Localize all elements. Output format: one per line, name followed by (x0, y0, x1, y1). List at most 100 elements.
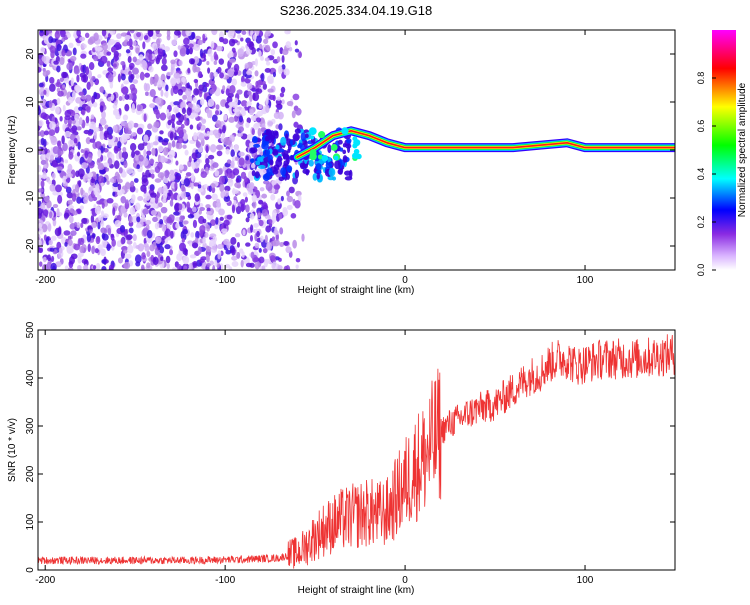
spectrogram-noise-dot (89, 138, 96, 143)
spectrogram-noise-dot (327, 144, 332, 154)
spectrogram-noise-dot (135, 261, 141, 267)
spectrogram-noise-dot (43, 195, 50, 203)
spectrogram-noise-dot (203, 184, 208, 189)
spectrogram-noise-dot (128, 62, 135, 69)
spectrogram-noise-dot (194, 66, 201, 73)
spectrogram-noise-dot (105, 167, 110, 172)
spectrogram-noise-dot (67, 96, 74, 104)
spectrogram-noise-dot (67, 235, 72, 240)
spectrogram-noise-dot (141, 264, 145, 270)
spectrogram-noise-dot (170, 77, 177, 87)
spectrogram-noise-dot (49, 184, 56, 192)
spectrogram-noise-dot (40, 180, 45, 188)
spectrogram-noise-dot (202, 218, 207, 224)
spectrogram-noise-dot (63, 212, 70, 219)
spectrogram-noise-dot (127, 120, 135, 129)
spectrogram-noise-dot (280, 195, 284, 202)
spectrogram-noise-dot (113, 63, 117, 68)
spectrogram-noise-dot (95, 262, 101, 270)
spectrogram-noise-dot (120, 195, 127, 204)
spectrogram-noise-dot (250, 115, 256, 121)
spectrogram-noise-dot (49, 76, 55, 84)
spectrogram-noise-dot (214, 170, 220, 177)
spectrogram-noise-dot (106, 198, 114, 204)
spectrogram-noise-dot (145, 219, 152, 225)
spectrogram-noise-dot (191, 206, 197, 213)
spectrogram-noise-dot (166, 192, 171, 201)
spectrogram-noise-dot (124, 103, 130, 112)
snr-ytick-label: 400 (25, 369, 36, 386)
spectrogram-noise-dot (38, 239, 42, 247)
spectrogram-noise-dot (121, 94, 126, 102)
spectrogram-noise-dot (95, 141, 102, 149)
spectrogram-noise-dot (111, 46, 117, 53)
spectrogram-noise-dot (200, 171, 208, 178)
spectrogram-noise-dot (191, 152, 198, 160)
snr-ytick-label: 0 (25, 567, 36, 573)
spectrogram-noise (38, 30, 353, 270)
spectrogram-noise-dot (159, 246, 165, 254)
spectrogram-noise-dot (198, 84, 204, 91)
spectrogram-noise-dot (143, 149, 147, 157)
spectrogram-noise-dot (133, 178, 139, 183)
spectrogram-noise-dot (229, 84, 236, 94)
spectrogram-noise-dot (140, 59, 146, 65)
spectrogram-noise-dot (233, 199, 237, 205)
spectrogram-noise-dot (259, 80, 266, 86)
spectrogram-noise-dot (258, 247, 262, 253)
spectrogram-noise-dot (41, 55, 47, 62)
spectrogram-noise-dot (258, 164, 266, 169)
spectrogram-noise-dot (178, 113, 184, 123)
spectrogram-noise-dot (279, 92, 285, 98)
spectrogram-noise-dot (299, 162, 304, 168)
spectrogram-noise-dot (119, 135, 125, 144)
ridge-blob (318, 131, 326, 139)
spectrogram-noise-dot (57, 90, 64, 97)
spectrogram-noise-dot (241, 30, 247, 35)
spectrogram-noise-dot (38, 130, 42, 137)
spectrogram-noise-dot (216, 45, 223, 52)
spectrogram-noise-dot (131, 67, 139, 75)
spectrogram-noise-dot (241, 251, 245, 258)
spectrogram-noise-dot (188, 155, 192, 163)
spectrogram-noise-dot (271, 236, 275, 241)
spectrogram-noise-dot (142, 41, 146, 50)
spectrogram-noise-dot (312, 173, 318, 181)
spectrogram-noise-dot (40, 191, 45, 199)
spectrogram-noise-dot (173, 101, 180, 106)
spectrogram-noise-dot (50, 137, 58, 146)
spectrogram-noise-dot (198, 215, 205, 225)
spectrogram-noise-dot (273, 111, 281, 120)
spectrogram-noise-dot (184, 149, 189, 156)
spectrogram-xtick-label: -200 (35, 275, 55, 286)
spectrogram-noise-dot (125, 49, 131, 54)
spectrogram-noise-dot (342, 149, 347, 155)
spectrogram-noise-dot (254, 261, 260, 270)
spectrogram-noise-dot (128, 70, 132, 76)
spectrogram-noise-dot (147, 30, 154, 37)
spectrogram-noise-dot (47, 223, 52, 232)
spectrogram-noise-dot (286, 204, 293, 211)
spectrogram-noise-dot (94, 206, 102, 215)
spectrogram-noise-dot (117, 183, 122, 191)
spectrogram-noise-dot (170, 193, 175, 201)
spectrogram-noise-dot (129, 143, 137, 151)
spectrogram-noise-dot (91, 245, 96, 255)
spectrogram-noise-dot (38, 178, 42, 187)
spectrogram-ytick-label: 10 (25, 96, 36, 108)
spectrogram-noise-dot (74, 84, 81, 92)
spectrogram-noise-dot (178, 242, 186, 252)
spectrogram-noise-dot (342, 155, 348, 163)
spectrogram-noise-dot (185, 83, 189, 89)
spectrogram-noise-dot (232, 108, 240, 113)
spectrogram-noise-dot (80, 44, 84, 51)
spectrogram-noise-dot (38, 261, 43, 267)
spectrogram-noise-dot (157, 187, 164, 194)
spectrogram-noise-dot (85, 66, 90, 76)
spectrogram-noise-dot (52, 204, 59, 209)
spectrogram-noise-dot (270, 48, 276, 56)
spectrogram-noise-dot (43, 89, 47, 95)
spectrogram-noise-dot (86, 233, 92, 243)
spectrogram-noise-dot (178, 60, 183, 66)
